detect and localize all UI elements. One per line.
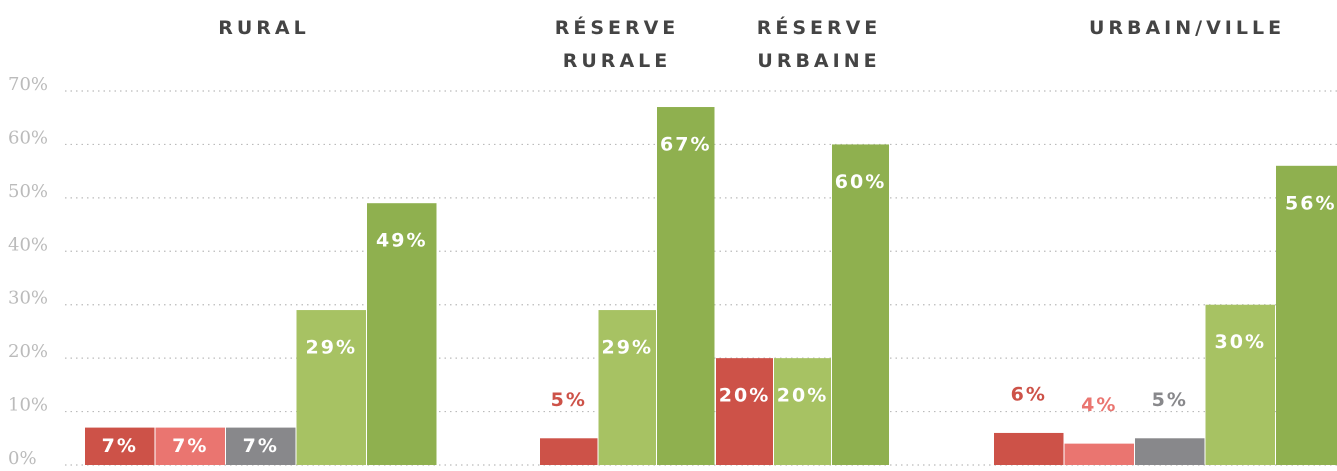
bar bbox=[994, 432, 1064, 465]
value-label: 5% bbox=[1152, 389, 1188, 411]
value-label: 30% bbox=[1215, 331, 1266, 353]
bar bbox=[367, 203, 437, 465]
y-tick-label: 60% bbox=[8, 127, 48, 148]
value-label: 60% bbox=[835, 171, 886, 193]
value-label: 20% bbox=[777, 385, 828, 407]
y-tick-label: 50% bbox=[8, 181, 48, 202]
bar bbox=[1135, 438, 1205, 465]
bar bbox=[774, 358, 831, 465]
bar bbox=[155, 427, 225, 465]
value-label: 7% bbox=[102, 435, 138, 457]
value-label: 4% bbox=[1081, 394, 1117, 416]
bar bbox=[598, 310, 656, 465]
value-label: 67% bbox=[660, 134, 711, 156]
bar bbox=[540, 438, 598, 465]
bar bbox=[296, 310, 366, 465]
value-label: 29% bbox=[602, 337, 653, 359]
y-tick-label: 40% bbox=[8, 234, 48, 255]
y-tick-label: 10% bbox=[8, 395, 48, 416]
y-tick-label: 20% bbox=[8, 341, 48, 362]
bar bbox=[85, 427, 155, 465]
bar bbox=[226, 427, 296, 465]
bar bbox=[716, 358, 773, 465]
category-label: RÉSERVE URBAINE bbox=[756, 17, 882, 72]
value-label: 7% bbox=[172, 435, 208, 457]
value-label: 20% bbox=[719, 385, 770, 407]
value-label: 56% bbox=[1285, 192, 1336, 214]
y-tick-label: 0% bbox=[8, 448, 37, 469]
value-label: 29% bbox=[306, 337, 357, 359]
bar bbox=[1205, 304, 1275, 465]
bar bbox=[1276, 165, 1337, 466]
value-label: 6% bbox=[1011, 383, 1047, 405]
value-label: 49% bbox=[376, 230, 427, 252]
y-tick-label: 70% bbox=[8, 74, 48, 95]
category-label: RÉSERVE RURALE bbox=[554, 17, 680, 72]
bar bbox=[1064, 443, 1134, 465]
y-tick-label: 30% bbox=[8, 288, 48, 309]
value-label: 5% bbox=[551, 389, 587, 411]
value-label: 7% bbox=[243, 435, 279, 457]
bar bbox=[657, 107, 715, 466]
category-label: RURAL bbox=[218, 17, 310, 39]
bar bbox=[832, 144, 889, 465]
category-label: URBAIN/VILLE bbox=[1088, 17, 1286, 39]
